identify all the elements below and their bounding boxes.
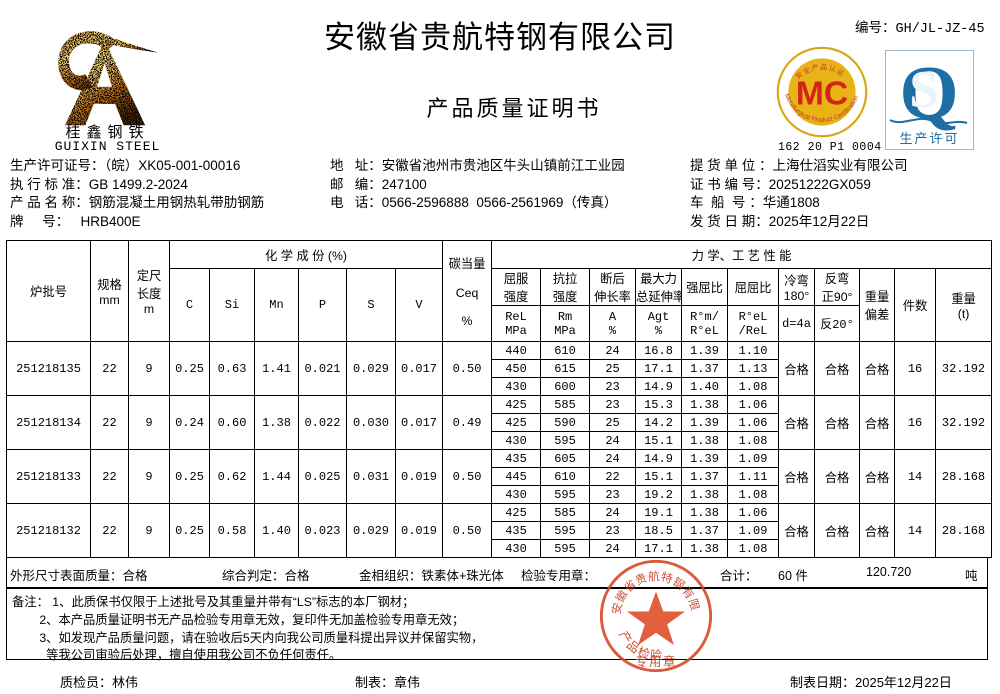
svg-text:S: S	[909, 61, 938, 119]
svg-text:安徽省贵航特钢有限公司: 安徽省贵航特钢有限公司	[598, 558, 702, 615]
svg-text:专用章: 专用章	[635, 654, 677, 669]
svg-text:MC: MC	[796, 75, 848, 112]
